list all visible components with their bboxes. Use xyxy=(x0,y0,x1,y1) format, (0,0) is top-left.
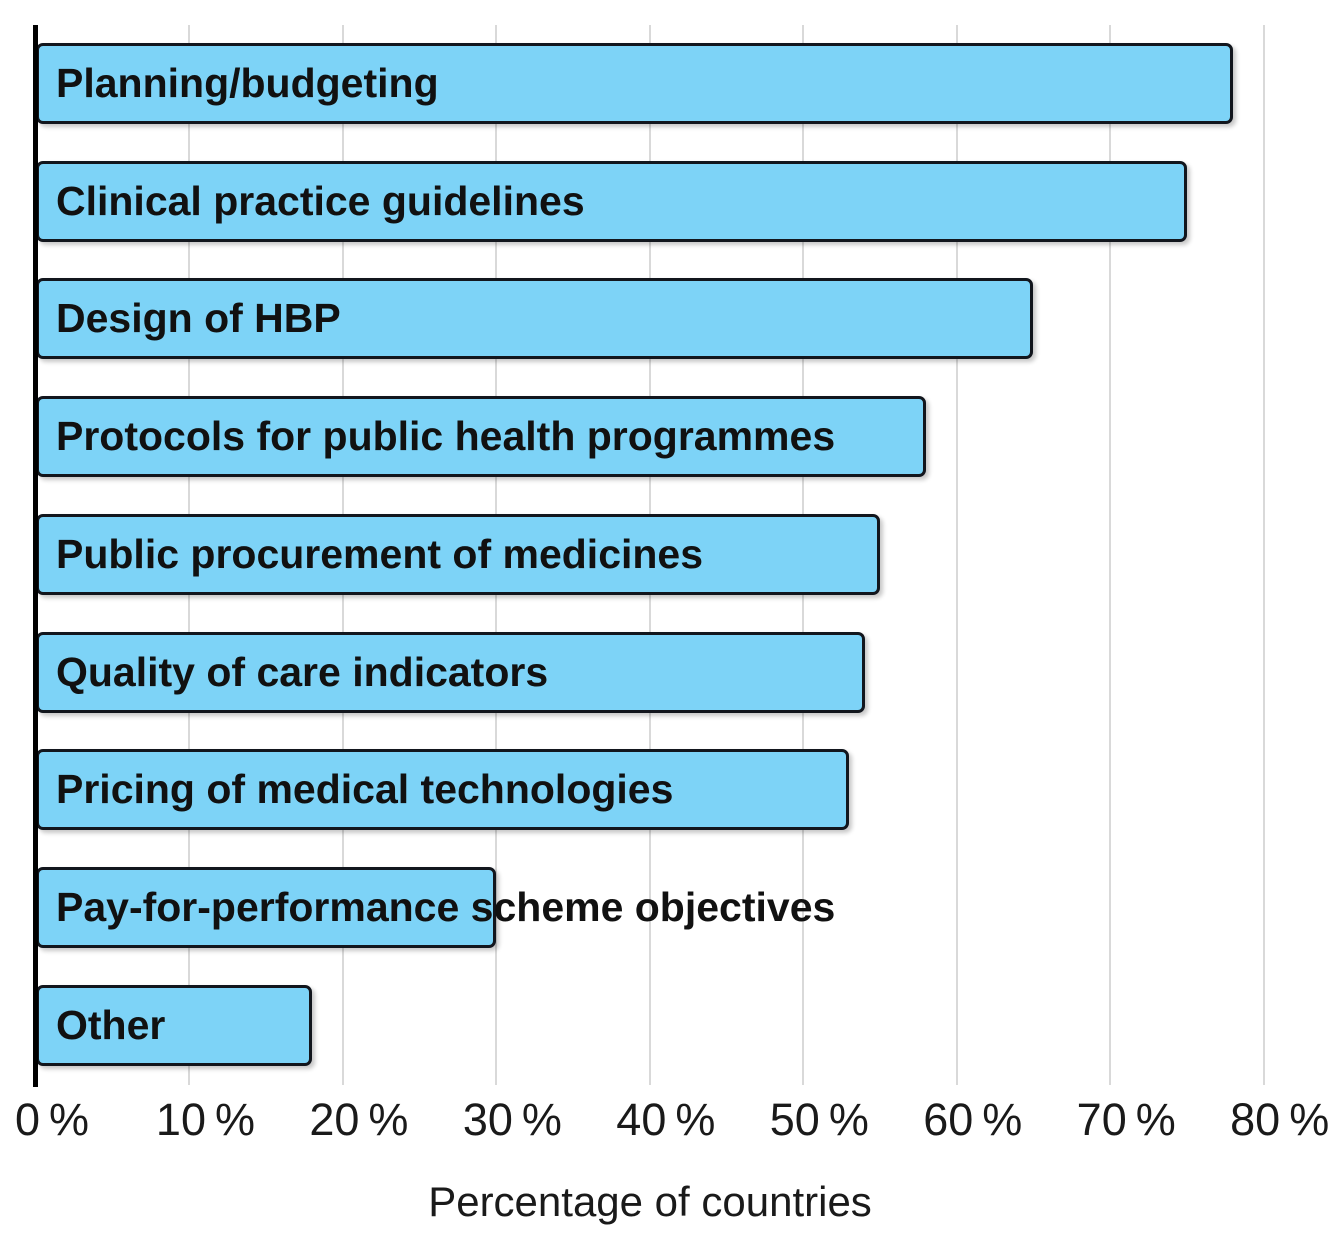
bar-label: Pay-for-performance scheme objectives xyxy=(56,883,836,930)
x-tick-label: 20 % xyxy=(309,1094,409,1145)
gridline-60 xyxy=(955,25,958,1085)
x-tick-label: 60 % xyxy=(923,1094,1023,1145)
gridline-80 xyxy=(1262,25,1265,1085)
bar-row: Public procurement of medicines xyxy=(36,513,1264,595)
bar-label: Quality of care indicators xyxy=(56,648,549,695)
bar xyxy=(36,278,1034,360)
bar-label: Pricing of medical technologies xyxy=(56,766,674,813)
bar-row: Pricing of medical technologies xyxy=(36,749,1264,831)
bar xyxy=(36,984,313,1066)
bar xyxy=(36,631,865,713)
bar xyxy=(36,160,1187,242)
bar-row: Other xyxy=(36,984,1264,1066)
bar-row: Protocols for public health programmes xyxy=(36,396,1264,478)
bar-row: Quality of care indicators xyxy=(36,631,1264,713)
bar-label: Clinical practice guidelines xyxy=(56,177,585,224)
bar xyxy=(36,866,497,948)
y-axis-line xyxy=(33,25,38,1087)
bar-label: Other xyxy=(56,1001,166,1048)
x-tick-label: 50 % xyxy=(769,1094,869,1145)
bar-row: Clinical practice guidelines xyxy=(36,160,1264,242)
bar xyxy=(36,513,881,595)
x-tick-label: 10 % xyxy=(155,1094,255,1145)
x-tick-label: 80 % xyxy=(1230,1094,1330,1145)
x-axis-title: Percentage of countries xyxy=(428,1178,872,1225)
bar-row: Design of HBP xyxy=(36,278,1264,360)
bar-row: Planning/budgeting xyxy=(36,43,1264,124)
x-tick-label: 30 % xyxy=(462,1094,562,1145)
x-tick-label: 0 % xyxy=(14,1094,90,1145)
bar xyxy=(36,43,1233,124)
x-tick-label: 70 % xyxy=(1076,1094,1176,1145)
bar-row: Pay-for-performance scheme objectives xyxy=(36,866,1264,948)
gridline-70 xyxy=(1109,25,1112,1085)
bar-label: Planning/budgeting xyxy=(56,60,439,106)
bar-label: Protocols for public health programmes xyxy=(56,413,836,460)
bar xyxy=(36,749,850,831)
x-tick-label: 40 % xyxy=(616,1094,716,1145)
bar xyxy=(36,396,927,478)
bar-label: Public procurement of medicines xyxy=(56,530,704,577)
bar-label: Design of HBP xyxy=(56,295,341,342)
